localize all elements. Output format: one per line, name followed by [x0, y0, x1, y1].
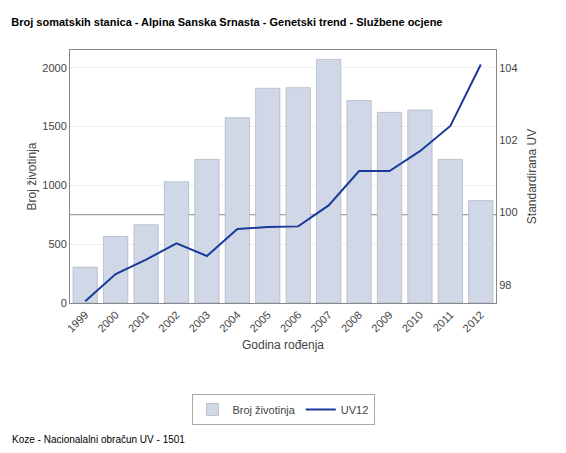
- svg-text:2002: 2002: [156, 309, 182, 335]
- svg-text:2004: 2004: [217, 309, 243, 335]
- svg-text:100: 100: [499, 206, 517, 218]
- svg-text:2001: 2001: [126, 309, 152, 335]
- svg-text:1000: 1000: [42, 179, 66, 191]
- svg-text:1999: 1999: [65, 309, 91, 335]
- svg-text:Broj životinja: Broj životinja: [233, 404, 296, 416]
- svg-text:2000: 2000: [95, 309, 121, 335]
- svg-text:Standardirana UV: Standardirana UV: [525, 129, 539, 224]
- svg-text:104: 104: [499, 62, 517, 74]
- svg-text:2007: 2007: [308, 309, 334, 335]
- svg-text:0: 0: [61, 297, 67, 309]
- svg-text:2008: 2008: [339, 309, 365, 335]
- svg-text:2011: 2011: [430, 309, 455, 334]
- svg-text:Koze - Nacionalalni obračun UV: Koze - Nacionalalni obračun UV - 1501: [12, 434, 185, 445]
- svg-text:2006: 2006: [278, 309, 304, 335]
- svg-text:Broj somatskih stanica - Alpin: Broj somatskih stanica - Alpina Sanska S…: [11, 16, 442, 28]
- svg-text:2010: 2010: [399, 309, 425, 335]
- svg-text:2005: 2005: [247, 309, 273, 335]
- svg-text:500: 500: [48, 238, 66, 250]
- svg-text:1500: 1500: [42, 120, 66, 132]
- svg-text:2003: 2003: [186, 309, 212, 335]
- svg-text:2000: 2000: [42, 62, 66, 74]
- svg-text:2009: 2009: [369, 309, 395, 335]
- svg-text:UV12: UV12: [341, 404, 369, 416]
- svg-text:2012: 2012: [460, 309, 486, 335]
- svg-text:102: 102: [499, 134, 517, 146]
- svg-text:98: 98: [499, 279, 511, 291]
- svg-text:Godina rođenja: Godina rođenja: [242, 338, 324, 352]
- svg-text:Broj životinja: Broj životinja: [25, 142, 39, 210]
